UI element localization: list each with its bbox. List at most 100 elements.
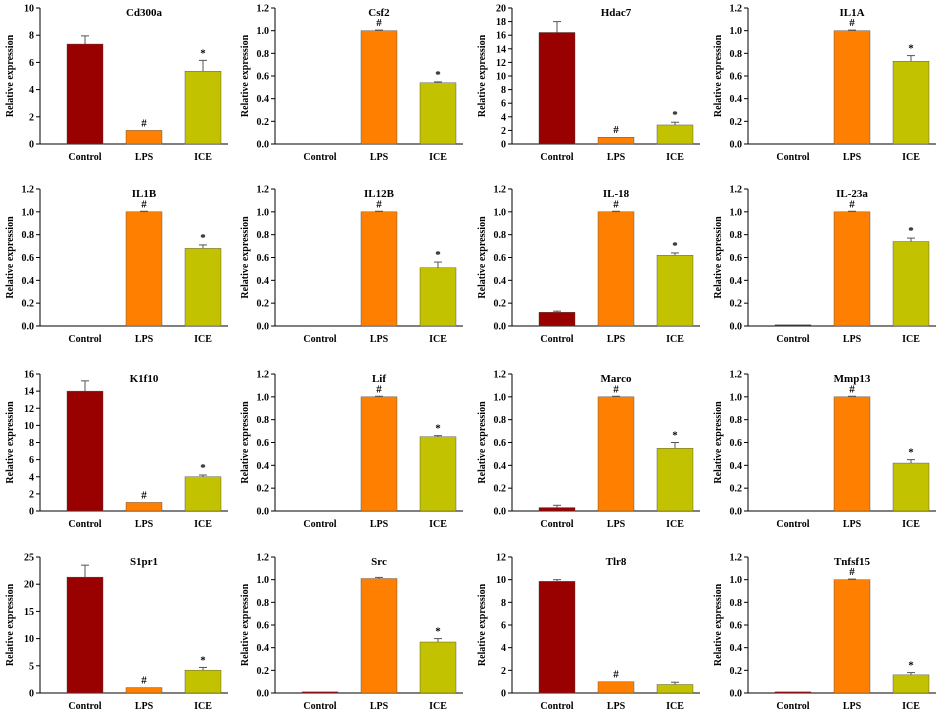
bar-lps: [360, 578, 398, 694]
bar-lps: [125, 502, 163, 512]
y-tick-label: 0.4: [730, 94, 743, 105]
bar-ice: [892, 462, 930, 512]
y-tick-label: 0.6: [730, 253, 743, 264]
panel-title: IL12B: [364, 188, 395, 200]
y-tick-label: 2: [29, 112, 34, 123]
y-axis-title: Relative expression: [713, 216, 724, 299]
y-axis-title: Relative expression: [5, 34, 16, 117]
y-axis-title: Relative expression: [477, 34, 488, 117]
y-tick-label: 0.8: [730, 230, 743, 241]
panel-tnfsf15: 0.0 0.2 0.4 0.6 0.8 1.0 1.2 Relative expression…: [713, 553, 936, 712]
bar-ice: [656, 255, 694, 327]
y-tick-label: 1.2: [730, 370, 743, 381]
x-tick-label: ICE: [429, 334, 447, 345]
y-tick-label: 2: [501, 666, 506, 677]
y-tick-label: 1.2: [730, 553, 743, 564]
y-tick-label: 8: [29, 438, 34, 449]
significance-mark: *: [200, 462, 206, 474]
significance-mark: *: [200, 654, 206, 666]
bar-ice: [419, 641, 457, 694]
bar-ice: [184, 248, 222, 327]
y-tick-label: 0.4: [257, 94, 270, 105]
y-tick-label: 10: [24, 4, 34, 15]
panel-title: Tnfsf15: [834, 556, 871, 568]
x-tick-label: Control: [68, 701, 101, 712]
significance-mark: #: [141, 198, 147, 210]
y-tick-label: 0.4: [730, 461, 743, 472]
y-tick-label: 0.0: [22, 322, 35, 333]
x-tick-label: LPS: [843, 701, 862, 712]
y-tick-label: 25: [24, 553, 34, 564]
bar-ice: [419, 267, 457, 327]
y-tick-label: 1.0: [257, 575, 270, 586]
y-tick-label: 1.2: [257, 370, 270, 381]
y-tick-label: 0.4: [494, 461, 507, 472]
y-tick-label: 18: [496, 17, 506, 28]
bar-ice: [656, 448, 694, 512]
x-tick-label: ICE: [194, 519, 212, 530]
significance-mark: #: [141, 675, 147, 687]
y-tick-label: 14: [24, 387, 34, 398]
y-tick-label: 16: [496, 31, 506, 42]
panel-title: Cd300a: [126, 7, 163, 19]
y-tick-label: 0.2: [730, 117, 743, 128]
x-tick-label: Control: [303, 334, 336, 345]
panel-title: IL1B: [132, 188, 157, 200]
panel-il-23a: 0.0 0.2 0.4 0.6 0.8 1.0 1.2 Relative expression…: [713, 185, 936, 345]
y-tick-label: 6: [501, 621, 506, 632]
significance-mark: #: [849, 198, 855, 210]
y-tick-label: 0.8: [22, 230, 35, 241]
x-tick-label: LPS: [135, 152, 154, 163]
significance-mark: #: [613, 669, 619, 681]
y-tick-label: 0.0: [730, 322, 743, 333]
bar-lps: [597, 136, 635, 145]
panel-title: IL-23a: [836, 188, 868, 200]
y-tick-label: 0.4: [257, 643, 270, 654]
y-tick-label: 1.0: [257, 207, 270, 218]
y-axis-title: Relative expression: [477, 583, 488, 666]
x-tick-label: ICE: [194, 701, 212, 712]
y-axis-title: Relative expression: [5, 583, 16, 666]
y-axis-title: Relative expression: [713, 34, 724, 117]
x-tick-label: ICE: [666, 152, 684, 163]
panel-title: Marco: [601, 373, 632, 385]
significance-mark: *: [435, 69, 441, 81]
bar-control: [538, 581, 576, 694]
significance-mark: #: [613, 383, 619, 395]
y-tick-label: 0.8: [494, 230, 507, 241]
y-tick-label: 0.6: [730, 72, 743, 83]
panel-title: Mmp13: [834, 373, 871, 385]
x-tick-label: Control: [540, 701, 573, 712]
bar-lps: [125, 687, 163, 694]
y-tick-label: 15: [24, 607, 34, 618]
bar-lps: [597, 681, 635, 694]
bar-lps: [125, 130, 163, 145]
y-tick-label: 4: [29, 472, 34, 483]
panel-title: Src: [371, 556, 387, 568]
x-tick-label: LPS: [607, 701, 626, 712]
x-tick-label: ICE: [902, 334, 920, 345]
bar-lps: [833, 579, 871, 694]
y-tick-label: 8: [29, 31, 34, 42]
bar-ice: [892, 674, 930, 694]
y-tick-label: 20: [496, 4, 506, 15]
x-tick-label: LPS: [370, 701, 389, 712]
panel-csf2: 0.0 0.2 0.4 0.6 0.8 1.0 1.2 Relative expression…: [240, 4, 463, 163]
y-tick-label: 0.8: [730, 598, 743, 609]
y-tick-label: 0.4: [22, 276, 35, 287]
y-tick-label: 0.2: [22, 299, 35, 310]
significance-mark: *: [200, 232, 206, 244]
bar-control: [66, 43, 104, 145]
significance-mark: *: [435, 249, 441, 261]
y-tick-label: 0.8: [257, 415, 270, 426]
x-tick-label: LPS: [370, 519, 389, 530]
y-tick-label: 6: [29, 58, 34, 69]
bar-control: [66, 390, 104, 512]
y-tick-label: 1.2: [22, 185, 35, 196]
y-tick-label: 0.0: [257, 322, 270, 333]
y-axis-title: Relative expression: [240, 583, 251, 666]
x-tick-label: Control: [303, 701, 336, 712]
significance-mark: *: [200, 47, 206, 59]
y-tick-label: 0.6: [257, 438, 270, 449]
